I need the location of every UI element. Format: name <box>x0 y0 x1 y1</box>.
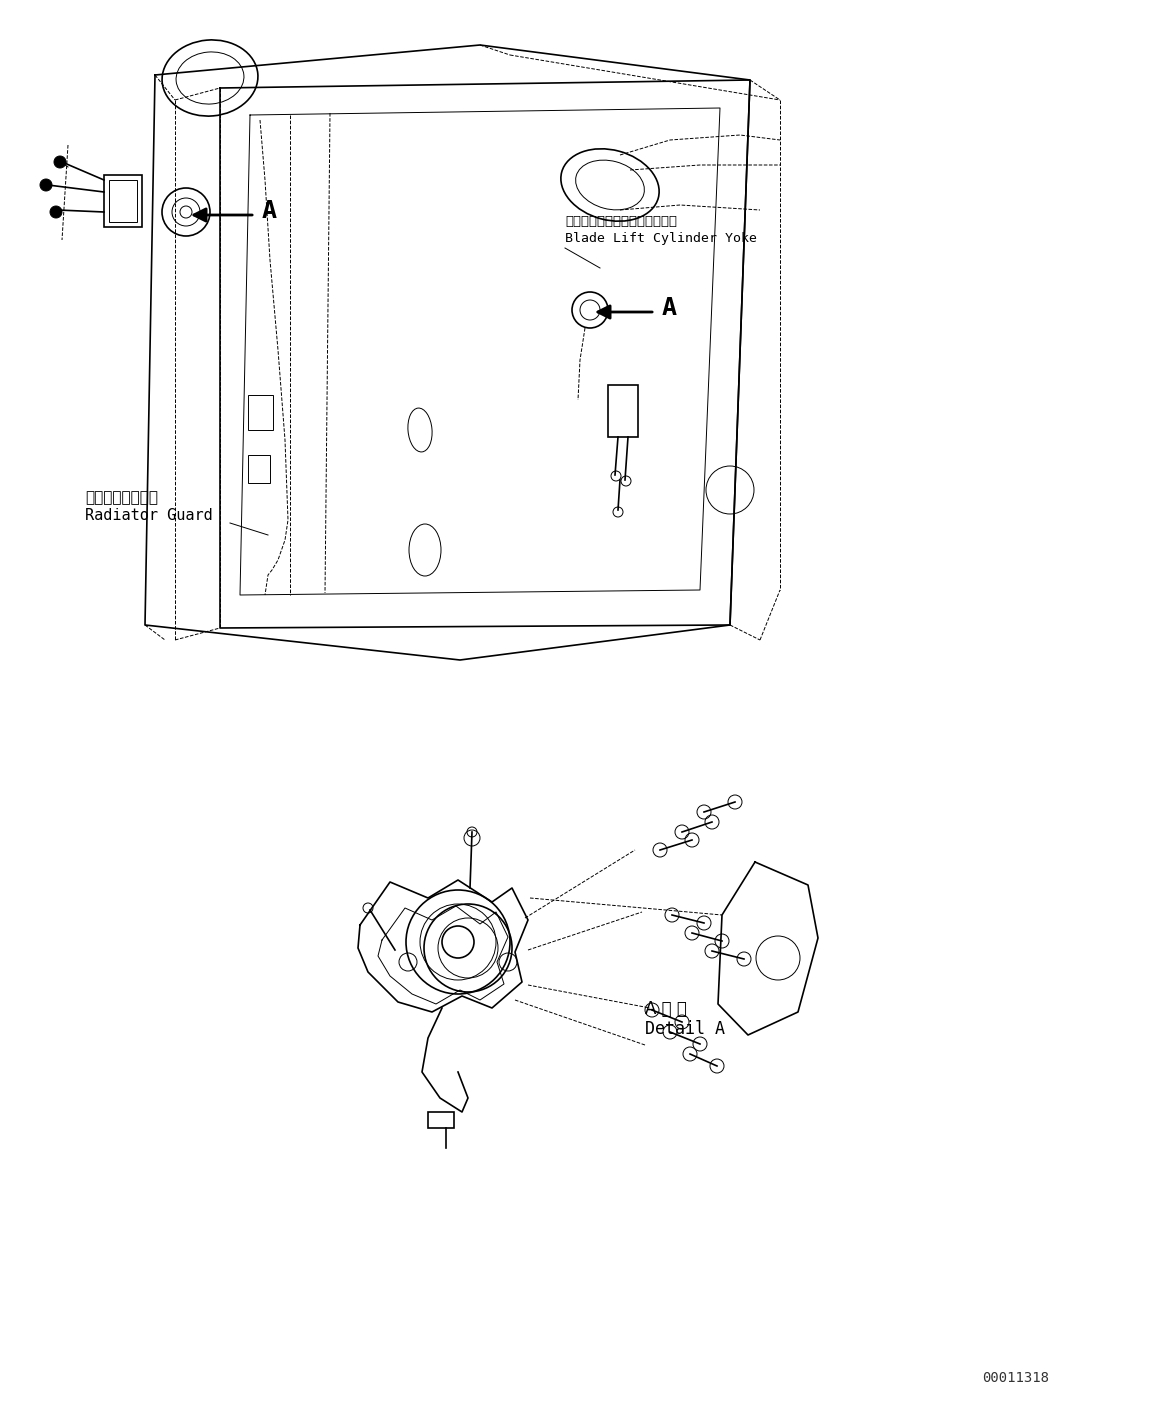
Text: Blade Lift Cylinder Yoke: Blade Lift Cylinder Yoke <box>565 232 757 246</box>
Text: Radiator Guard: Radiator Guard <box>85 508 213 524</box>
Text: A: A <box>262 199 277 223</box>
Text: A: A <box>662 296 677 320</box>
Text: A 詳 細: A 詳 細 <box>645 1000 687 1018</box>
Bar <box>104 176 142 227</box>
Circle shape <box>53 156 66 168</box>
Circle shape <box>40 178 52 191</box>
Text: 00011318: 00011318 <box>982 1370 1049 1384</box>
Bar <box>109 180 137 222</box>
Bar <box>248 395 273 430</box>
Circle shape <box>50 206 62 218</box>
Text: Detail A: Detail A <box>645 1019 725 1038</box>
Bar <box>608 385 638 437</box>
Bar <box>428 1112 454 1127</box>
Text: ブレードリフトシリンダヨーク: ブレードリフトシリンダヨーク <box>565 215 677 227</box>
Text: ラジエータガード: ラジエータガード <box>85 490 158 505</box>
Bar <box>248 455 270 483</box>
